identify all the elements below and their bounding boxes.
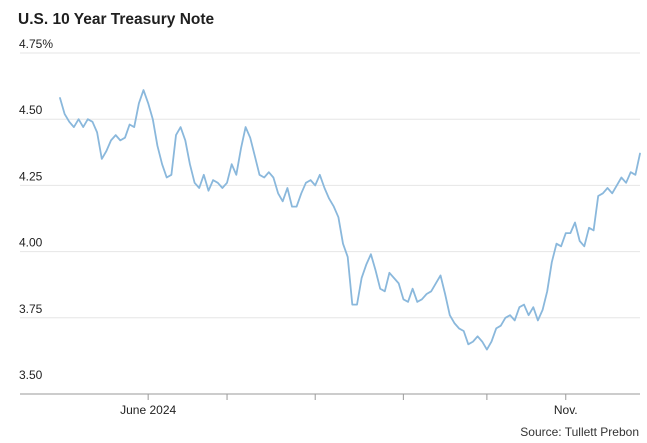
gridlines (20, 52, 640, 319)
x-tick-label: June 2024 (120, 403, 176, 417)
y-tick-label: 4.50 (19, 103, 43, 117)
series-layer (59, 89, 641, 351)
y-tick-label: 4.75% (19, 37, 53, 51)
x-axis-ticks (147, 394, 567, 400)
y-tick-label: 4.00 (19, 236, 43, 250)
series-line (59, 89, 641, 351)
x-tick-label: Nov. (554, 403, 578, 417)
y-tick-label: 3.75 (19, 302, 43, 316)
chart-title: U.S. 10 Year Treasury Note (18, 11, 215, 28)
source-note: Source: Tullett Prebon (520, 425, 639, 439)
x-axis-labels: June 2024 Nov. (120, 403, 578, 417)
y-tick-label: 4.25 (19, 169, 43, 183)
y-tick-label: 3.50 (19, 368, 43, 382)
y-axis-labels: 4.75% 4.50 4.25 4.00 3.75 3.50 (19, 37, 53, 382)
